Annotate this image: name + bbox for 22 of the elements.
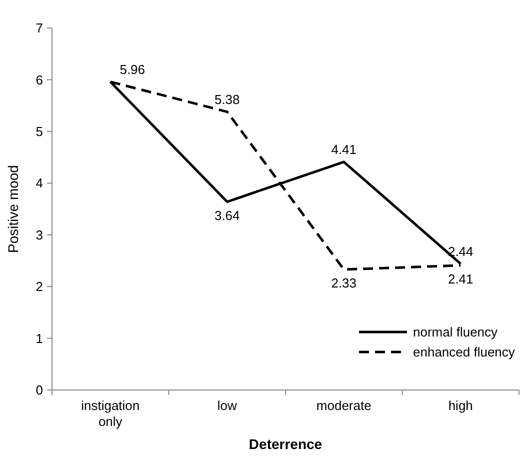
y-tick-label: 1	[36, 330, 43, 346]
y-axis-title: Positive mood	[5, 165, 21, 253]
x-tick-label: instigation only	[81, 398, 140, 429]
y-tick-label: 5	[36, 124, 43, 139]
data-label: 2.41	[448, 271, 474, 286]
x-tick-label: moderate	[316, 398, 372, 413]
y-tick-label: 6	[36, 72, 43, 88]
legend-label: normal fluency	[413, 324, 498, 340]
x-axis-title: Deterrence	[248, 436, 322, 452]
y-tick-label: 3	[36, 227, 43, 242]
y-tick-label: 2	[36, 279, 43, 294]
x-tick-label: low	[217, 398, 238, 413]
y-tick-label: 7	[36, 20, 43, 36]
x-tick-label: high	[448, 398, 473, 413]
data-label: 4.41	[331, 142, 357, 157]
data-label: 3.64	[214, 208, 240, 223]
data-label: 5.38	[214, 92, 240, 107]
y-tick-label: 4	[36, 176, 43, 191]
legend-label: enhanced fluency	[413, 344, 516, 360]
data-label: 2.33	[331, 276, 357, 291]
data-label: 5.96	[120, 62, 146, 77]
y-tick-label: 0	[36, 382, 43, 398]
